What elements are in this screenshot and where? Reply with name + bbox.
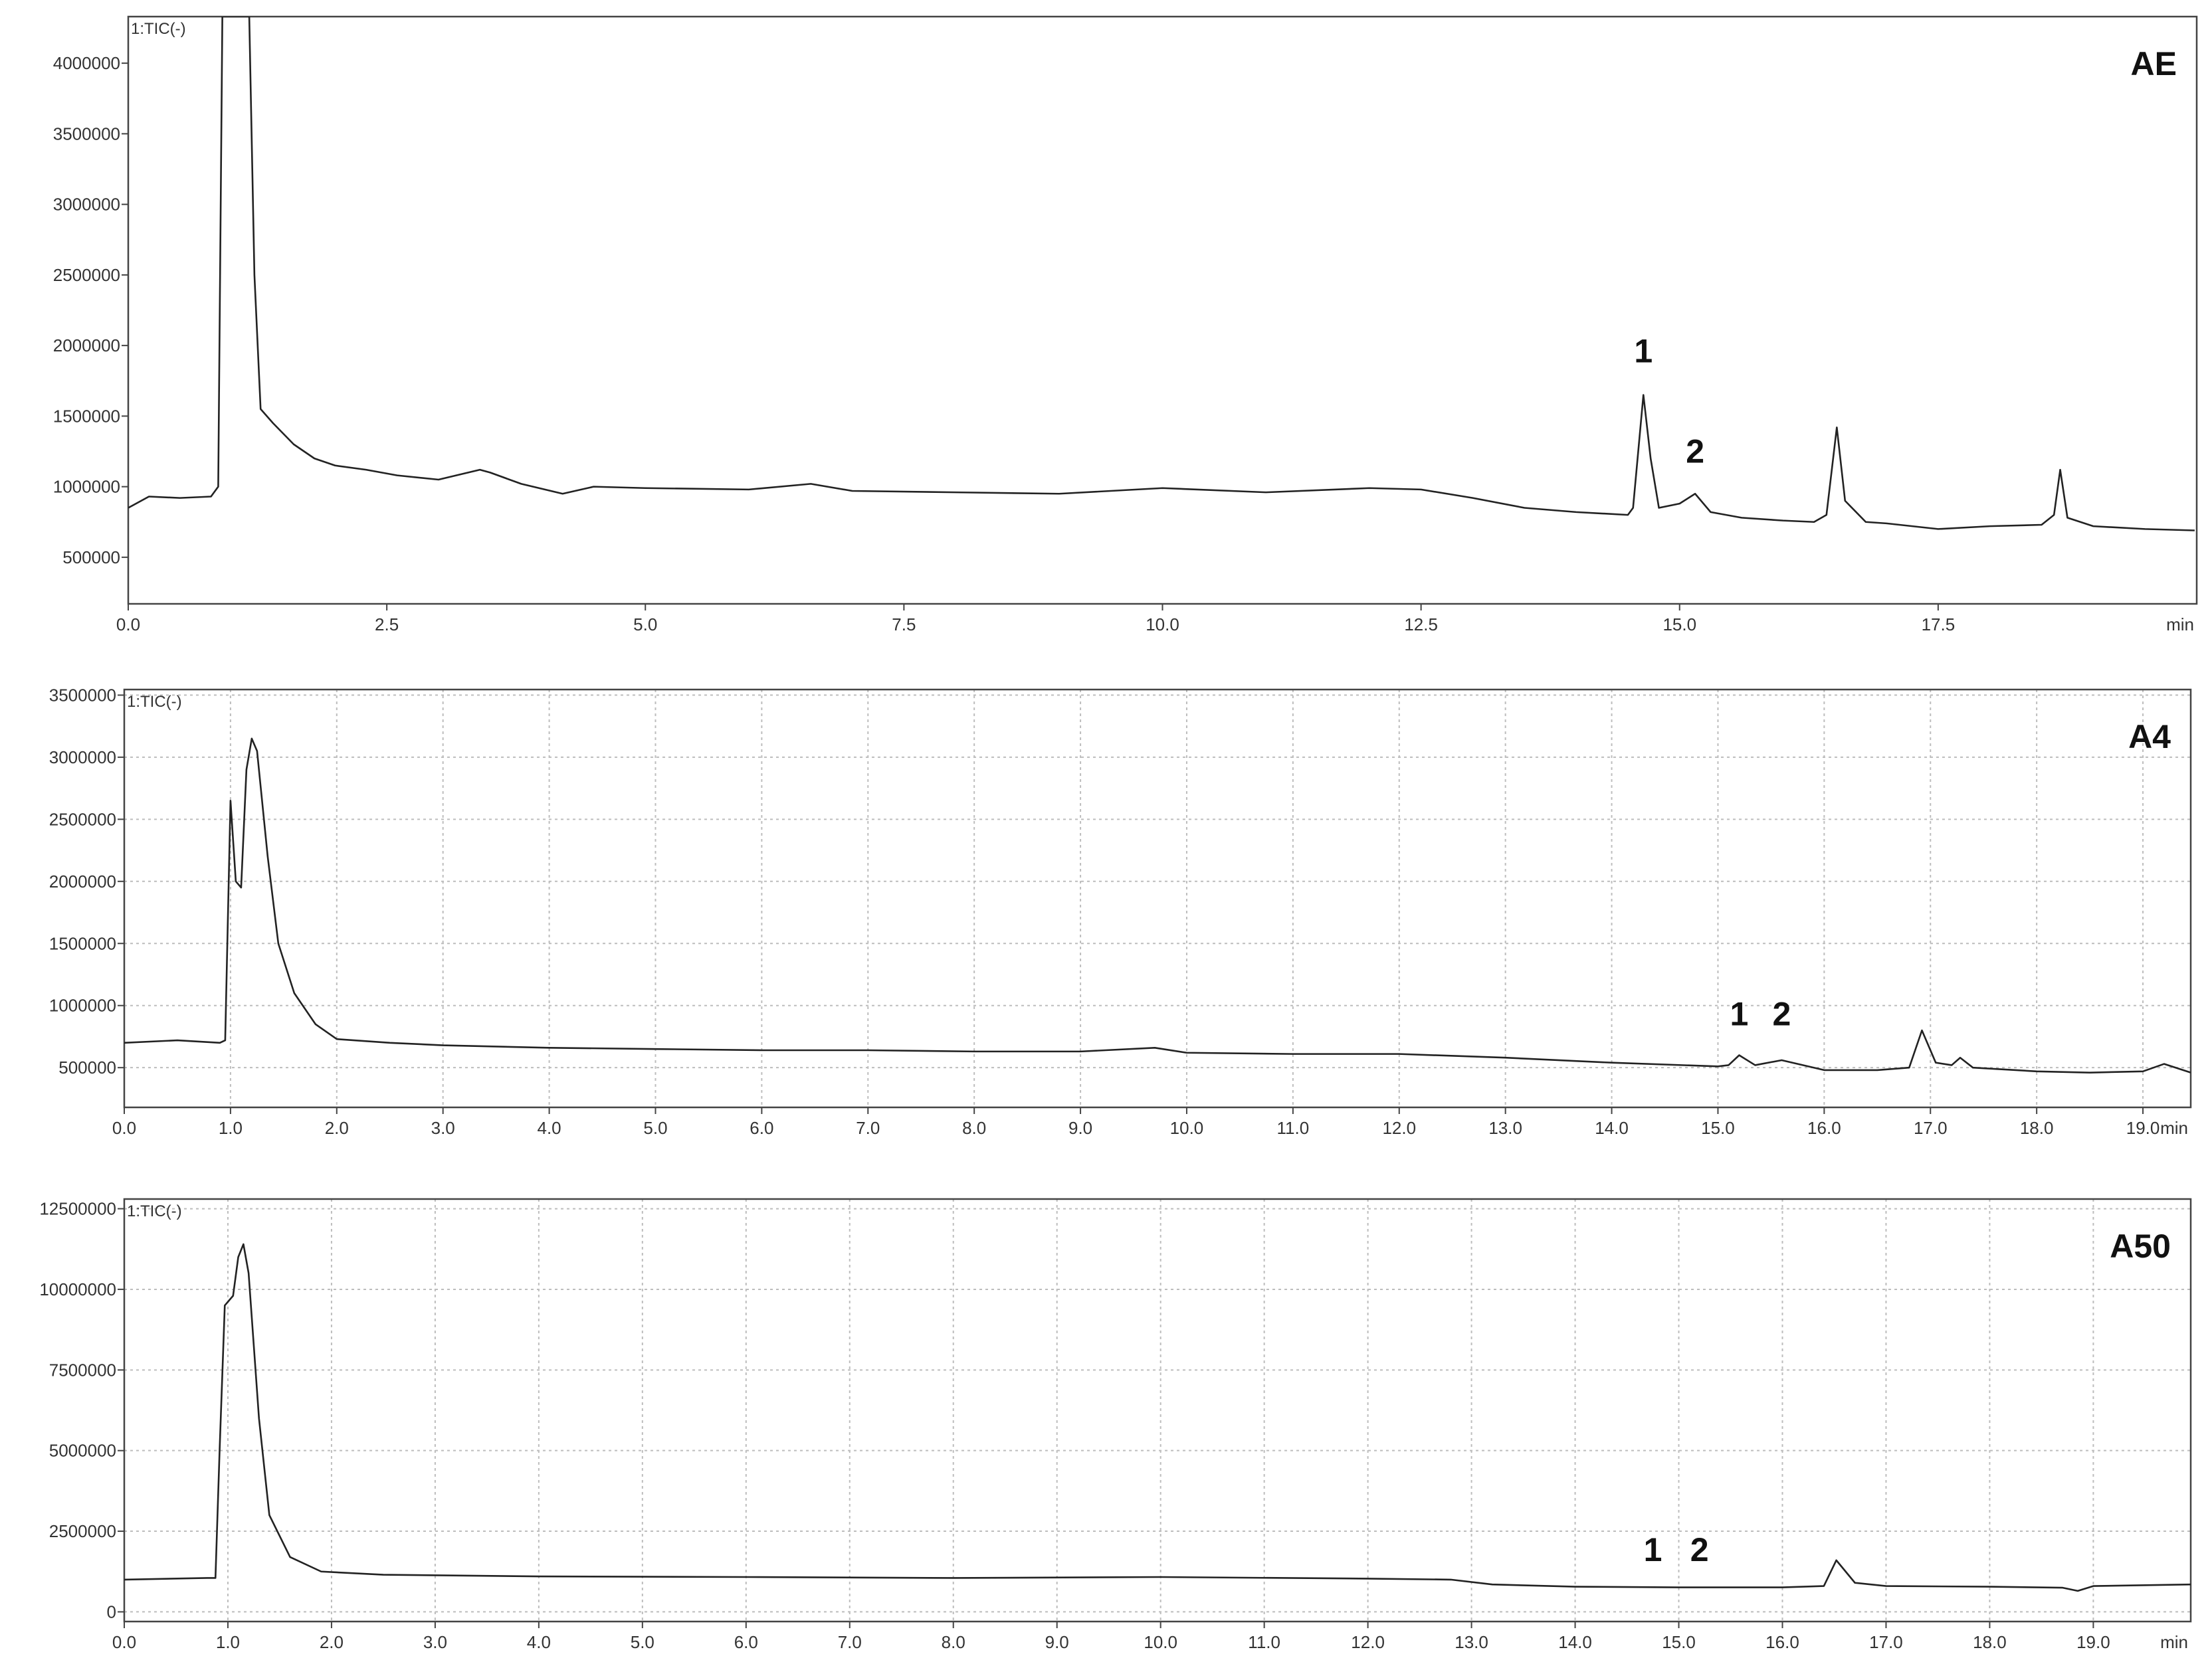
x-tick-label: 13.0 — [1488, 1118, 1522, 1138]
x-tick-label: 4.0 — [538, 1118, 561, 1138]
x-tick-label: 12.0 — [1351, 1632, 1385, 1652]
x-tick-label: 0.0 — [112, 1118, 136, 1138]
x-tick-label: 8.0 — [962, 1118, 986, 1138]
x-tick-label: 8.0 — [942, 1632, 965, 1652]
x-tick-label: 1.0 — [219, 1118, 243, 1138]
x-tick-label: 14.0 — [1595, 1118, 1629, 1138]
panel-title: AE — [2131, 45, 2177, 82]
x-tick-label: 3.0 — [423, 1632, 447, 1652]
x-tick-label: 15.0 — [1662, 1632, 1696, 1652]
y-tick-label: 500000 — [58, 1058, 116, 1077]
x-tick-label: 2.0 — [320, 1632, 344, 1652]
chart-panel: 0.0 1.0 2.0 3.0 4.0 5.0 6.0 7.0 8.0 9.0 10.0 11.0 12… — [39, 1198, 2192, 1652]
y-tick-label: 1000000 — [49, 996, 116, 1016]
chart-panel: 0.0 2.5 5.0 7.5 10.0 12.5 15.0 17.5 min 500000 100… — [53, 15, 2198, 634]
x-tick-label: 1.0 — [216, 1632, 240, 1652]
x-tick-label: 5.0 — [633, 614, 657, 634]
x-tick-label: 5.0 — [631, 1632, 654, 1652]
y-tick-label: 3000000 — [53, 195, 120, 215]
y-tick-label: 5000000 — [49, 1441, 116, 1461]
panel-title: A4 — [2128, 718, 2171, 755]
x-tick-label: 17.0 — [1869, 1632, 1903, 1652]
x-tick-label: 3.0 — [431, 1118, 455, 1138]
peak-annotation: 1 — [1634, 333, 1653, 370]
x-axis-label: min — [2160, 1632, 2188, 1652]
y-tick-label: 2500000 — [49, 1521, 116, 1541]
peak-annotation: 2 — [1686, 433, 1704, 470]
y-tick-label: 1000000 — [53, 477, 120, 497]
y-tick-label: 500000 — [62, 547, 120, 567]
x-tick-label: 0.0 — [116, 614, 140, 634]
plot-frame — [123, 688, 2192, 1109]
x-tick-label: 9.0 — [1045, 1632, 1069, 1652]
x-tick-label: 10.0 — [1170, 1118, 1204, 1138]
x-tick-label: 15.0 — [1701, 1118, 1735, 1138]
peak-annotation: 2 — [1690, 1531, 1709, 1568]
x-tick-label: 7.5 — [892, 614, 916, 634]
x-tick-label: 17.0 — [1914, 1118, 1948, 1138]
peak-annotation: 1 — [1730, 996, 1749, 1033]
y-tick-label: 2500000 — [49, 809, 116, 829]
plot-frame — [123, 1198, 2192, 1623]
x-tick-label: 16.0 — [1765, 1632, 1799, 1652]
x-tick-label: 0.0 — [112, 1632, 136, 1652]
y-tick-label: 7500000 — [49, 1360, 116, 1380]
x-tick-label: 11.0 — [1248, 1632, 1280, 1652]
chart-panel: 0.0 1.0 2.0 3.0 4.0 5.0 6.0 7.0 8.0 9.0 10.0 11.0 12… — [49, 685, 2192, 1138]
x-tick-label: 6.0 — [734, 1632, 758, 1652]
x-tick-label: 4.0 — [527, 1632, 551, 1652]
x-tick-label: 15.0 — [1662, 614, 1696, 634]
trace-line — [128, 17, 2195, 531]
trace-line — [124, 1243, 2191, 1592]
x-tick-label: 17.5 — [1922, 614, 1956, 634]
x-tick-label: 14.0 — [1558, 1632, 1592, 1652]
y-tick-label: 3000000 — [49, 747, 116, 767]
x-tick-label: 18.0 — [2020, 1118, 2054, 1138]
y-tick-label: 0 — [107, 1602, 116, 1622]
x-tick-label: 19.0 — [2126, 1118, 2160, 1138]
x-tick-label: 2.5 — [375, 614, 399, 634]
x-tick-label: 6.0 — [750, 1118, 773, 1138]
trace-line — [124, 737, 2191, 1073]
panel-title: A50 — [2110, 1228, 2171, 1265]
x-tick-label: 7.0 — [856, 1118, 880, 1138]
y-tick-label: 3500000 — [49, 685, 116, 705]
trace-label: 1:TIC(-) — [131, 20, 186, 38]
x-tick-label: 16.0 — [1807, 1118, 1841, 1138]
y-tick-label: 2500000 — [53, 265, 120, 285]
y-tick-label: 10000000 — [39, 1279, 116, 1299]
trace-label: 1:TIC(-) — [127, 693, 182, 711]
y-tick-label: 2000000 — [53, 335, 120, 355]
y-tick-label: 3500000 — [53, 124, 120, 143]
x-tick-label: 5.0 — [643, 1118, 667, 1138]
y-tick-label: 4000000 — [53, 53, 120, 73]
x-axis-label: min — [2166, 614, 2194, 634]
x-tick-label: 10.0 — [1144, 1632, 1177, 1652]
trace-label: 1:TIC(-) — [127, 1202, 182, 1220]
x-tick-label: 12.0 — [1382, 1118, 1416, 1138]
peak-annotation: 2 — [1772, 996, 1791, 1033]
x-tick-label: 13.0 — [1455, 1632, 1488, 1652]
x-tick-label: 2.0 — [325, 1118, 349, 1138]
y-tick-label: 1500000 — [49, 933, 116, 953]
x-tick-label: 10.0 — [1146, 614, 1179, 634]
x-tick-label: 18.0 — [1973, 1632, 2007, 1652]
peak-annotation: 1 — [1644, 1531, 1662, 1568]
x-tick-label: 7.0 — [838, 1632, 862, 1652]
y-tick-label: 1500000 — [53, 406, 120, 426]
y-tick-label: 12500000 — [39, 1199, 116, 1219]
x-tick-label: 11.0 — [1277, 1118, 1310, 1138]
x-tick-label: 12.5 — [1404, 614, 1438, 634]
y-tick-label: 2000000 — [49, 872, 116, 891]
x-axis-label: min — [2160, 1118, 2188, 1138]
x-tick-label: 9.0 — [1068, 1118, 1092, 1138]
x-tick-label: 19.0 — [2076, 1632, 2110, 1652]
